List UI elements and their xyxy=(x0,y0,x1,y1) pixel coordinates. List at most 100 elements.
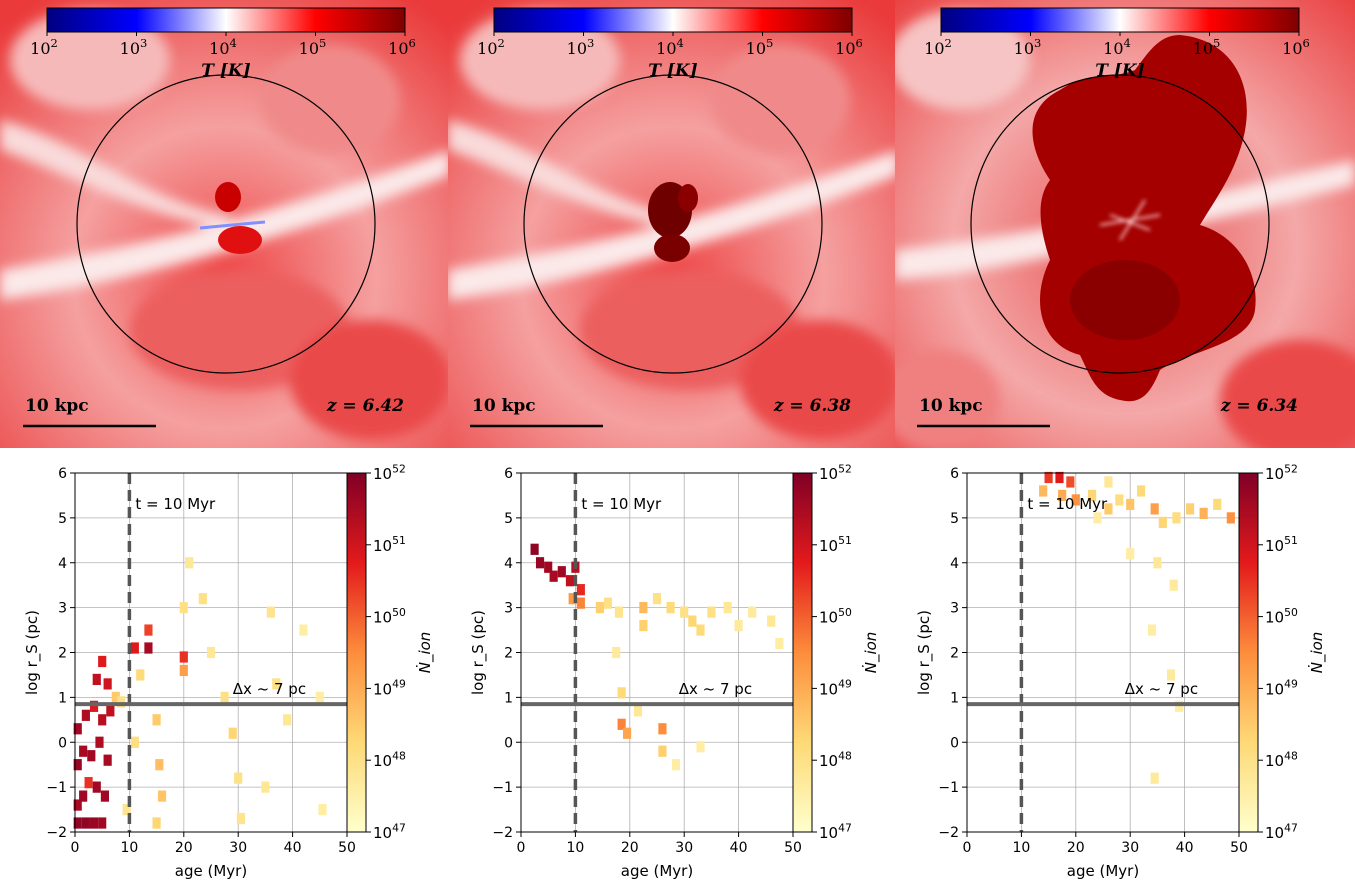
heatmap-cell xyxy=(1166,669,1176,681)
heatmap-cell xyxy=(89,700,99,712)
heatmap-cell xyxy=(155,759,164,771)
heatmap-cell xyxy=(1153,557,1162,569)
heatmap-cell xyxy=(576,597,585,609)
heatmap-cell xyxy=(680,606,689,618)
heatmap-cell xyxy=(639,602,648,614)
heatmap-cell xyxy=(1055,471,1064,484)
heatmap-cell xyxy=(84,777,93,789)
x-axis-label: age (Myr) xyxy=(621,862,693,880)
x-tick-label: 0 xyxy=(517,840,526,856)
heatmap-cell xyxy=(198,593,207,605)
y-tick-label: −2 xyxy=(46,825,67,841)
heatmap-cell xyxy=(576,584,585,596)
y-tick-label: 0 xyxy=(504,735,513,751)
x-tick-label: 20 xyxy=(1067,840,1085,856)
colorbar-label: T [K] xyxy=(648,61,697,81)
heatmap-cell xyxy=(130,642,139,654)
hot-gas-bubble xyxy=(648,182,698,262)
heatmap-cell xyxy=(179,651,188,663)
x-tick-label: 40 xyxy=(284,840,302,856)
colorbar-tick-label: 1048 xyxy=(373,749,406,770)
y-tick-label: 2 xyxy=(504,646,513,662)
temperature-map-overlays: 102 103 104 105 106 T [K] 10 kpc z = 6.42 102 103… xyxy=(23,7,1310,428)
heatmap-panel: t = 10 Myr Δx ~ 7 pc 0 10 20 30 40 50 −2 −1 0 1 2 3 4 5… xyxy=(469,462,881,880)
heatmap-cell xyxy=(266,606,275,618)
ionizing-rate-colorbar xyxy=(346,472,367,833)
heatmap-cell xyxy=(557,566,566,578)
heatmap-cell xyxy=(206,646,216,659)
x-tick-label: 40 xyxy=(730,840,748,856)
virial-radius-circle xyxy=(970,74,1270,374)
heatmap-cell xyxy=(73,723,82,735)
heatmap-cell xyxy=(103,754,112,766)
heatmap-cell xyxy=(1175,700,1184,712)
heatmap-cell xyxy=(1169,579,1178,591)
colorbar-tick-label: 1052 xyxy=(373,462,406,483)
y-tick-label: 5 xyxy=(504,511,513,527)
heatmap-cell xyxy=(98,817,107,829)
heatmap-cell xyxy=(92,781,101,793)
x-tick-label: 20 xyxy=(621,840,639,856)
y-tick-label: 3 xyxy=(950,601,959,617)
heatmap-cell xyxy=(228,727,237,739)
colorbar-tick-label: 1049 xyxy=(1265,678,1298,699)
annotation-label: t = 10 Myr xyxy=(1027,495,1108,513)
heatmap-cell xyxy=(1226,512,1235,524)
heatmap-cell xyxy=(1150,772,1159,784)
heatmap-cell xyxy=(707,606,716,618)
heatmap-cell xyxy=(1104,476,1113,488)
y-tick-label: 6 xyxy=(58,466,67,482)
colorbar-tick-label: 103 xyxy=(567,36,595,58)
colorbar-tick-label: 104 xyxy=(1103,36,1131,58)
colorbar-label: Ṅ_ion xyxy=(1307,632,1327,674)
heatmap-cell xyxy=(318,803,327,816)
heatmap-cell xyxy=(671,759,681,771)
heatmap-cell xyxy=(748,606,757,618)
heatmap-cell xyxy=(1137,485,1146,497)
colorbar-tick-label: 1051 xyxy=(373,534,406,555)
colorbar-tick-label: 105 xyxy=(1193,36,1221,58)
heatmap-cell xyxy=(157,790,167,802)
heatmap-cell xyxy=(144,624,153,636)
colorbar-tick-label: 102 xyxy=(30,36,58,58)
heatmap-cell xyxy=(117,696,126,708)
x-tick-label: 30 xyxy=(675,840,693,856)
y-tick-label: −2 xyxy=(938,825,959,841)
heatmap-cell xyxy=(535,557,545,569)
x-axis-label: age (Myr) xyxy=(1067,862,1139,880)
heatmap-cell xyxy=(1066,476,1075,488)
y-tick-label: 2 xyxy=(950,646,959,662)
heatmap-cell xyxy=(1213,498,1222,511)
heatmap-cell xyxy=(658,723,667,735)
colorbar-tick-label: 103 xyxy=(120,36,148,58)
heatmap-cell xyxy=(1185,503,1195,515)
heatmap-cell xyxy=(595,602,604,614)
heatmap-cell xyxy=(734,619,743,632)
colorbar-tick-label: 103 xyxy=(1014,36,1042,58)
y-tick-label: 5 xyxy=(950,511,959,527)
scale-bar-label: 10 kpc xyxy=(25,396,89,416)
y-tick-label: −1 xyxy=(46,780,67,796)
heatmap-cell xyxy=(111,691,120,703)
annotation-label: Δx ~ 7 pc xyxy=(679,680,752,698)
heatmap-cell xyxy=(73,799,82,811)
y-tick-label: −1 xyxy=(938,780,959,796)
colorbar-tick-label: 106 xyxy=(835,36,863,58)
colorbar-tick-label: 1050 xyxy=(1265,606,1298,627)
cold-filament xyxy=(1099,199,1161,241)
colorbar-tick-label: 1047 xyxy=(373,821,406,842)
annotation-label: Δx ~ 7 pc xyxy=(233,680,306,698)
x-tick-label: 50 xyxy=(338,840,356,856)
heatmap-cell xyxy=(179,602,188,614)
heatmap-cell xyxy=(95,736,104,748)
y-tick-label: 6 xyxy=(504,466,513,482)
x-tick-label: 0 xyxy=(71,840,80,856)
cold-filament xyxy=(199,220,266,230)
heatmap-cell xyxy=(98,714,107,726)
heatmap-cell xyxy=(81,817,90,829)
virial-radius-circle xyxy=(76,74,376,374)
colorbar-label: Ṅ_ion xyxy=(861,632,881,674)
y-tick-label: 1 xyxy=(504,690,513,706)
heatmap-cell xyxy=(261,781,270,793)
heatmap-cell xyxy=(775,637,784,650)
